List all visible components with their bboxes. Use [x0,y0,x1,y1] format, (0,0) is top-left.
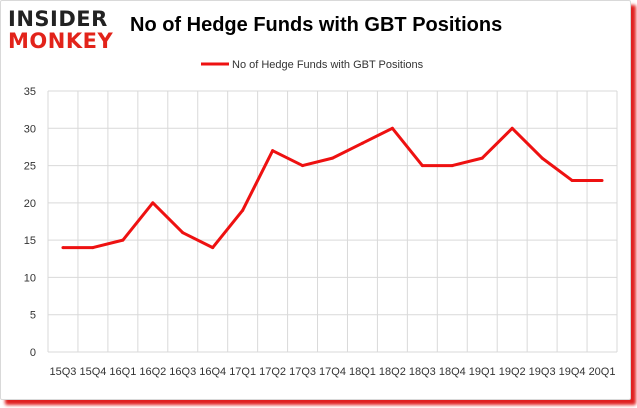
series-layer [61,126,604,250]
y-tick-label: 20 [24,198,36,210]
x-tick-label: 16Q2 [139,366,166,378]
y-tick-label: 35 [24,86,36,98]
x-tick-label: 17Q2 [259,366,286,378]
y-tick-labels: 0 5 10 15 20 25 30 35 [24,86,36,359]
y-tick-label: 25 [24,161,36,173]
data-point-18Q2 [390,126,394,130]
y-tick-label: 10 [24,272,36,284]
data-point-15Q4 [91,246,95,250]
x-tick-label: 18Q3 [409,366,436,378]
x-tick-labels: 15Q3 15Q4 16Q1 16Q2 16Q3 16Q4 17Q1 17Q2 17Q3 17Q4… [50,366,616,378]
insider-monkey-logo: INSIDER MONKEY [8,8,118,54]
data-point-16Q1 [121,238,125,242]
y-tick-label: 5 [30,310,36,322]
data-point-19Q3 [540,156,544,160]
data-point-17Q1 [241,208,245,212]
x-tick-label: 17Q3 [289,366,316,378]
x-tick-label: 17Q4 [319,366,346,378]
x-tick-label: 16Q3 [169,366,196,378]
x-tick-label: 15Q3 [50,366,77,378]
data-point-18Q1 [360,141,364,145]
series-line [62,126,603,250]
x-tick-label: 19Q2 [499,366,526,378]
y-tick-label: 30 [24,123,36,135]
data-point-17Q2 [271,149,275,153]
x-tick-label: 19Q4 [559,366,586,378]
x-tick-label: 15Q4 [79,366,106,378]
data-point-19Q4 [570,178,574,182]
data-point-19Q2 [510,126,514,130]
x-tick-label: 16Q4 [199,366,226,378]
grid-lines [47,90,618,353]
data-point-16Q2 [151,201,155,205]
x-tick-label: 18Q4 [439,366,466,378]
x-tick-label: 17Q1 [229,366,256,378]
legend-label: No of Hedge Funds with GBT Positions [232,59,424,71]
logo-line-insider: INSIDER [8,7,108,31]
y-tick-label: 0 [30,347,36,359]
data-point-15Q3 [61,246,65,250]
data-point-17Q3 [301,164,305,168]
data-point-16Q4 [211,246,215,250]
data-point-16Q3 [181,231,185,235]
x-tick-label: 19Q1 [469,366,496,378]
data-point-17Q4 [331,156,334,160]
data-point-18Q4 [450,164,454,168]
x-tick-label: 20Q1 [589,366,616,378]
data-point-18Q3 [420,164,424,168]
legend: No of Hedge Funds with GBT Positions [201,59,424,71]
data-point-20Q1 [600,178,604,182]
x-tick-label: 18Q1 [349,366,376,378]
x-tick-label: 16Q1 [109,366,136,378]
logo-line-monkey: MONKEY [8,29,114,53]
chart-title: No of Hedge Funds with GBT Positions [130,14,503,36]
x-tick-label: 18Q2 [379,366,406,378]
y-tick-label: 15 [24,235,36,247]
x-tick-label: 19Q3 [529,366,556,378]
chart-frame [0,0,631,400]
data-point-19Q1 [480,156,484,160]
